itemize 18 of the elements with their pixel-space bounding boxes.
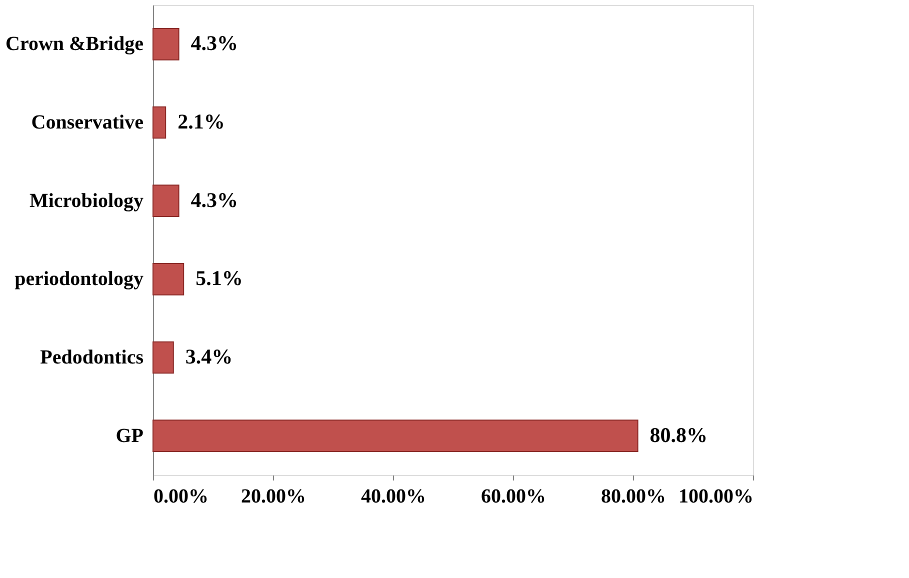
y-tick-label: Microbiology xyxy=(29,190,144,212)
y-tick-label: Pedodontics xyxy=(40,346,144,368)
x-tick-label: 60.00% xyxy=(481,486,546,508)
y-tick-label: periodontology xyxy=(14,268,144,290)
data-label: 4.3% xyxy=(190,188,238,212)
y-tick-label: Conservative xyxy=(31,112,144,134)
data-label: 80.8% xyxy=(650,422,708,447)
x-tick-label: 100.00% xyxy=(678,486,754,508)
data-label: 2.1% xyxy=(178,110,225,134)
y-tick-label: Crown &Bridge xyxy=(6,33,144,56)
x-tick-label: 80.00% xyxy=(601,486,666,508)
x-tick-label: 20.00% xyxy=(241,486,306,508)
x-tick-label: 0.00% xyxy=(154,486,208,508)
data-label: 4.3% xyxy=(190,31,238,56)
data-label: 5.1% xyxy=(196,266,243,290)
x-tick-label: 40.00% xyxy=(361,486,426,508)
data-label: 3.4% xyxy=(185,344,233,368)
y-tick-label: GP xyxy=(116,424,144,447)
